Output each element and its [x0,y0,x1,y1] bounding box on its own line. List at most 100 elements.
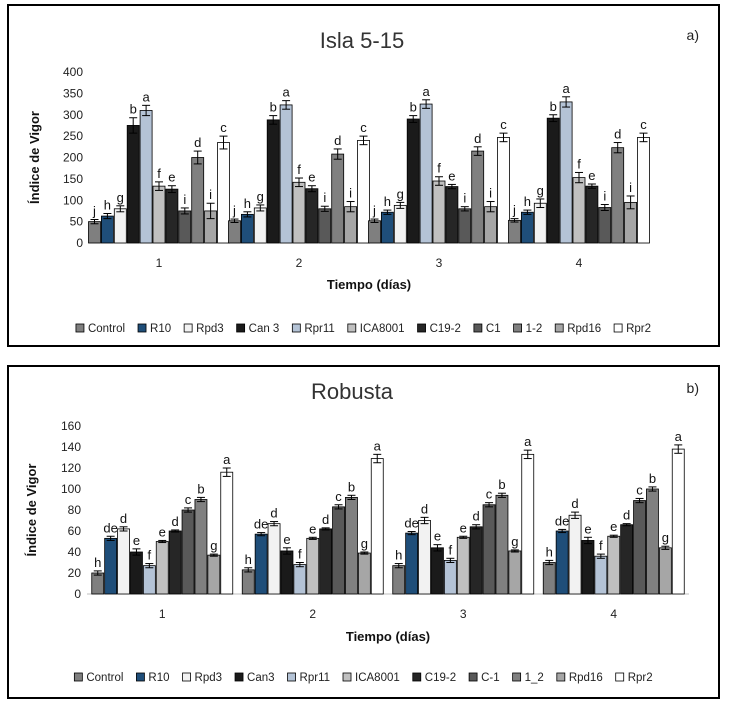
legend-swatch [236,323,246,333]
significance-letter: f [298,547,302,562]
bar [456,536,470,595]
bar [194,499,208,595]
significance-letter: d [571,496,578,511]
bar [380,211,394,244]
bar [392,565,406,595]
chart-title: Robusta [311,379,394,404]
y-tick-label: 0 [74,587,81,601]
y-tick-label: 400 [63,65,83,79]
bar [432,180,446,244]
bar [508,550,522,595]
significance-letter: de [103,520,117,535]
bar [406,118,420,244]
y-axis-label: Índice de Vigor [24,464,39,557]
legend-label: Rpr11 [300,672,330,684]
significance-letter: e [308,170,315,185]
significance-letter: de [254,517,268,532]
legend-swatch [556,672,566,682]
bar [368,220,381,244]
bar [332,506,345,595]
legend-label: ICA8001 [360,323,405,335]
bar [139,110,153,244]
x-tick-label: 4 [610,607,617,621]
significance-letter: e [434,529,441,544]
bar [228,220,241,244]
bar [113,208,127,244]
legend-label: Rpd3 [195,672,223,684]
significance-letter: de [555,513,569,528]
bar [357,139,370,244]
bar [220,471,234,595]
y-tick-label: 60 [68,524,82,538]
bar [280,550,294,595]
legend-label: Rpd3 [196,323,224,335]
significance-letter: g [537,183,544,198]
significance-letter: j [232,203,236,218]
bar [418,520,431,595]
significance-letter: h [546,544,553,559]
bar [88,221,101,244]
significance-letter: e [309,521,316,536]
significance-letter: b [498,477,505,492]
legend-item: Control [73,672,123,684]
y-tick-label: 80 [68,503,82,517]
significance-letter: a [562,81,570,96]
bar [471,150,485,244]
legend-label: Control [86,672,123,684]
significance-letter: e [283,532,290,547]
legend-label: Rpd16 [569,672,603,684]
significance-letter: a [422,84,430,99]
bar [559,101,573,244]
significance-letter: e [610,519,617,534]
legend-item: Rpr2 [615,672,653,684]
significance-letter: f [148,548,152,563]
panel-label: a) [687,27,699,43]
chart-panel-isla: Isla 5-15 a) 0 50 100 150 200 250 300 350 400 Índic… [7,4,720,347]
significance-letter: i [603,189,606,204]
y-tick-label: 100 [61,482,81,496]
bar [126,125,140,244]
significance-letter: j [372,203,376,218]
significance-letter: b [130,102,137,117]
significance-letter: g [117,190,124,205]
legend-swatch [342,672,352,682]
bar [521,453,535,595]
y-axis-label: Índice de Vigor [27,111,42,204]
x-tick-label: 1 [159,607,166,621]
significance-letter: j [512,203,516,218]
significance-letter: e [159,524,166,539]
y-tick-label: 150 [63,172,83,186]
bar [253,207,267,244]
significance-letter: c [486,487,493,502]
bar [671,448,685,595]
bar [658,547,672,595]
chart-title: Isla 5-15 [320,28,404,53]
significance-letter: h [384,194,391,209]
legend-swatch [417,323,426,333]
x-axis-label: Tiempo (días) [346,629,430,644]
legend-label: R10 [150,323,171,335]
x-tick-label: 1 [156,256,163,270]
legend-swatch [73,672,83,682]
significance-letter: e [584,521,591,536]
significance-letter: d [474,131,481,146]
y-tick-label: 50 [70,215,84,229]
significance-letter: b [197,481,204,496]
y-tick-label: 300 [63,108,83,122]
significance-letter: e [168,170,175,185]
legend-swatch [512,672,522,682]
bar [497,137,510,244]
significance-letter: g [511,534,518,549]
significance-letter: c [220,120,227,135]
significance-letter: h [94,555,101,570]
legend-item: ICA8001 [342,672,400,684]
y-tick-label: 40 [68,545,82,559]
bar [155,541,169,595]
legend-item: ICA8001 [347,323,405,335]
legend-label: 1_2 [525,672,544,684]
bar [443,559,457,595]
significance-letter: a [675,429,683,444]
legend-item: R10 [137,323,171,335]
bar [306,537,320,595]
bar [267,523,281,595]
